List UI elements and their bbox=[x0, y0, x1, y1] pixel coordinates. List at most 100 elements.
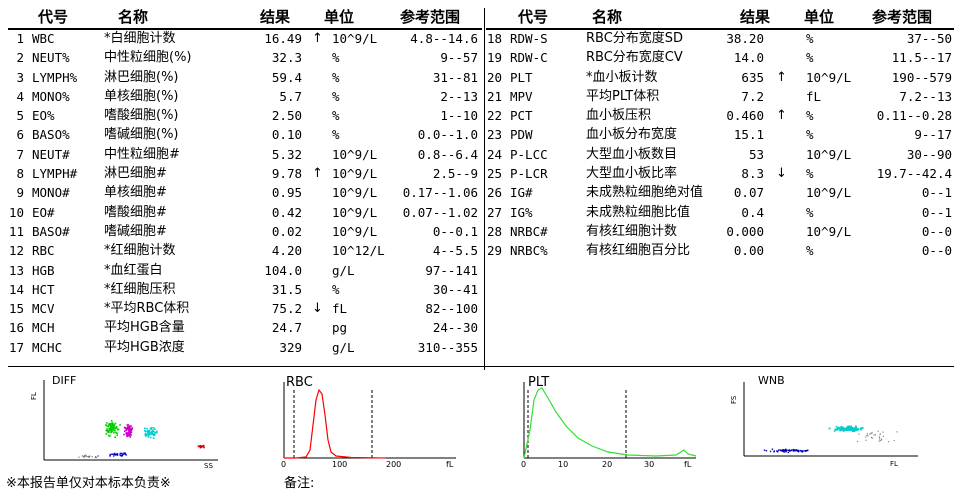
row-unit: 10^9/L bbox=[806, 69, 852, 85]
debris-dot bbox=[124, 453, 127, 455]
noise-dot bbox=[878, 440, 880, 442]
wbc-dot bbox=[836, 429, 839, 431]
noise-dot bbox=[878, 438, 881, 440]
lymphocyte-dot bbox=[117, 428, 120, 431]
neutrophil-dot bbox=[151, 431, 153, 433]
lymphocyte-dot bbox=[109, 435, 111, 437]
row-reference: 4--5.5 bbox=[432, 243, 478, 259]
report-remark-label: 备注: bbox=[284, 476, 315, 491]
monocyte-dot bbox=[128, 426, 130, 429]
row-number: 24 bbox=[486, 146, 502, 162]
row-code: NRBC# bbox=[510, 223, 548, 239]
lymphocyte-dot bbox=[105, 429, 108, 432]
monocyte-dot bbox=[127, 433, 129, 435]
header-reference: 参考范围 bbox=[872, 8, 933, 26]
lymphocyte-dot bbox=[108, 422, 111, 425]
wbc-dot bbox=[840, 428, 843, 430]
row-reference: 11.5--17 bbox=[891, 50, 952, 66]
monocyte-dot bbox=[126, 435, 128, 438]
wbc-dot bbox=[846, 429, 848, 431]
table-row: 7 NEUT# 中性粒细胞# 5.32 10^9/L 0.8--6.4 bbox=[8, 145, 482, 164]
lymphocyte-dot bbox=[105, 424, 107, 426]
debris-dot bbox=[119, 452, 121, 455]
row-result: 15.1 bbox=[733, 127, 764, 143]
debris-dot bbox=[122, 454, 124, 456]
row-name: 中性粒细胞(%) bbox=[104, 50, 192, 66]
wbc-dot bbox=[843, 429, 845, 432]
row-reference: 0--1 bbox=[921, 185, 952, 201]
monocyte-dot bbox=[126, 424, 129, 426]
row-reference: 0.17--1.06 bbox=[402, 185, 478, 201]
nrbc-region-dot bbox=[799, 449, 802, 452]
wbc-dot bbox=[833, 430, 836, 432]
monocyte-dot bbox=[124, 430, 126, 432]
wbc-dot bbox=[845, 429, 847, 431]
monocyte-dot bbox=[125, 432, 128, 434]
wbc-dot bbox=[842, 427, 844, 430]
row-code: BASO# bbox=[32, 223, 70, 239]
row-reference: 2.5--9 bbox=[432, 166, 478, 182]
row-result: 59.4 bbox=[271, 69, 302, 85]
row-code: MCV bbox=[32, 301, 55, 317]
wbc-dot bbox=[852, 427, 854, 429]
noise-dot bbox=[866, 433, 868, 435]
lymphocyte-dot bbox=[112, 428, 114, 430]
row-number: 12 bbox=[8, 243, 24, 259]
plt-title: PLT bbox=[528, 375, 549, 390]
row-unit: % bbox=[806, 108, 814, 124]
row-reference: 0--0.1 bbox=[432, 223, 478, 239]
noise-dot bbox=[95, 456, 97, 458]
wnb-title: WNB bbox=[758, 374, 785, 387]
monocyte-dot bbox=[130, 429, 133, 431]
row-name: *平均RBC体积 bbox=[104, 301, 190, 317]
row-unit: fL bbox=[806, 88, 822, 104]
row-unit: 10^9/L bbox=[806, 146, 852, 162]
wbc-dot bbox=[849, 429, 852, 431]
lymphocyte-dot bbox=[109, 427, 111, 430]
row-code: PLT bbox=[510, 69, 533, 85]
row-code: RDW-S bbox=[510, 31, 548, 46]
lymphocyte-dot bbox=[114, 429, 116, 432]
row-number: 29 bbox=[486, 243, 502, 259]
nrbc-region-dot bbox=[806, 449, 808, 452]
row-unit: fL bbox=[332, 301, 348, 317]
lymphocyte-dot bbox=[108, 434, 110, 437]
row-code: BASO% bbox=[32, 127, 70, 143]
row-unit: % bbox=[806, 166, 814, 182]
header-unit: 单位 bbox=[324, 8, 355, 26]
wbc-dot bbox=[845, 428, 847, 430]
row-name: 平均HGB浓度 bbox=[104, 339, 185, 355]
rows-left: 1 WBC *白细胞计数 16.49 ↑ 10^9/L 4.8--14.6 2 NEUT% 中性粒… bbox=[8, 29, 482, 357]
lymphocyte-dot bbox=[106, 428, 108, 430]
table-row: 14 HCT *红细胞压积 31.5% 30--41 bbox=[8, 280, 482, 299]
row-flag: ↓ bbox=[312, 301, 323, 317]
noise-dot bbox=[81, 455, 83, 457]
wbc-dot bbox=[848, 429, 851, 431]
noise-dot bbox=[867, 435, 869, 437]
row-unit: % bbox=[332, 69, 340, 85]
wbc-dot bbox=[855, 429, 857, 431]
row-number: 8 bbox=[16, 166, 24, 182]
plt-tick-10: 10 bbox=[558, 460, 568, 469]
rbc-tick-100: 100 bbox=[332, 460, 347, 469]
wbc-dot bbox=[853, 430, 856, 432]
row-unit: % bbox=[332, 281, 340, 297]
row-reference: 31--81 bbox=[432, 69, 478, 85]
table-row: 29 NRBC% 有核红细胞百分比 0.00% 0--0 bbox=[486, 241, 954, 260]
wnb-scattergram: WNB FS FL bbox=[730, 374, 918, 468]
table-row: 20 PLT *血小板计数 635 ↑ 10^9/L 190--579 bbox=[486, 68, 954, 87]
nrbc-region-dot bbox=[790, 449, 793, 452]
noise-dot bbox=[887, 441, 890, 443]
row-code: MCH bbox=[32, 320, 55, 336]
nrbc-region-dot bbox=[793, 449, 795, 452]
nrbc-region-dot bbox=[781, 450, 783, 452]
debris-dot bbox=[124, 452, 126, 454]
lymphocyte-dot bbox=[113, 429, 115, 432]
lymphocyte-dot bbox=[106, 431, 109, 433]
row-result: 16.49 bbox=[264, 31, 302, 46]
noise-dot bbox=[97, 455, 99, 457]
lymphocyte-dot bbox=[105, 433, 108, 435]
neutrophil-dot bbox=[150, 428, 152, 431]
row-number: 10 bbox=[8, 204, 24, 220]
wbc-dot bbox=[849, 425, 851, 428]
